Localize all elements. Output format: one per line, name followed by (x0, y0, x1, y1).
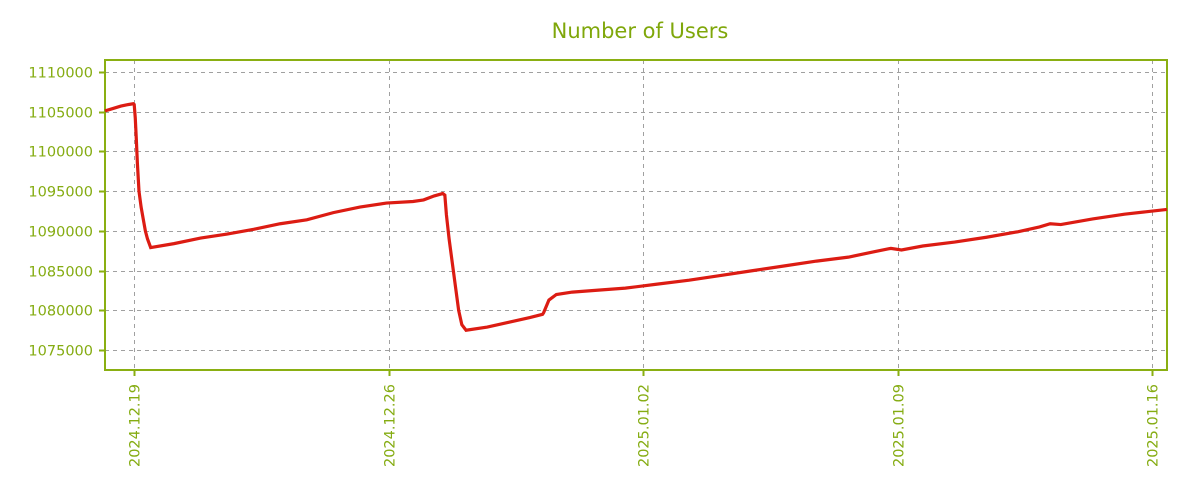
y-axis-tick-label: 1075000 (28, 344, 93, 360)
horizontal-gridlines (105, 72, 1167, 351)
x-axis-tick-label: 2025.01.16 (1146, 384, 1162, 467)
x-axis-tick-label: 2025.01.09 (892, 384, 908, 467)
x-axis-tick-labels: 2024.12.19 2024.12.26 2025.01.02 2025.01.09… (128, 384, 1162, 467)
y-axis-tick-labels: 1075000 1080000 1085000 1090000 1095000 11000… (28, 66, 93, 360)
chart-title: Number of Users (552, 19, 729, 43)
series-line-number-of-users (104, 102, 1168, 332)
y-axis-tick-label: 1100000 (28, 145, 93, 161)
y-axis-tick-label: 1080000 (28, 304, 93, 320)
data-series-group (104, 102, 1168, 332)
y-axis-tick-label: 1105000 (28, 106, 93, 122)
y-axis-tick-label: 1110000 (28, 66, 93, 82)
y-axis-ticks (99, 71, 105, 352)
x-axis-tick-label: 2025.01.02 (637, 384, 653, 467)
x-axis-ticks (133, 370, 1154, 376)
x-axis-tick-label: 2024.12.26 (383, 384, 399, 467)
x-axis-tick-label: 2024.12.19 (128, 384, 144, 467)
y-axis-tick-label: 1095000 (28, 185, 93, 201)
plot-area-frame (104, 59, 1168, 371)
y-axis-tick-label: 1085000 (28, 265, 93, 281)
y-axis-tick-label: 1090000 (28, 225, 93, 241)
